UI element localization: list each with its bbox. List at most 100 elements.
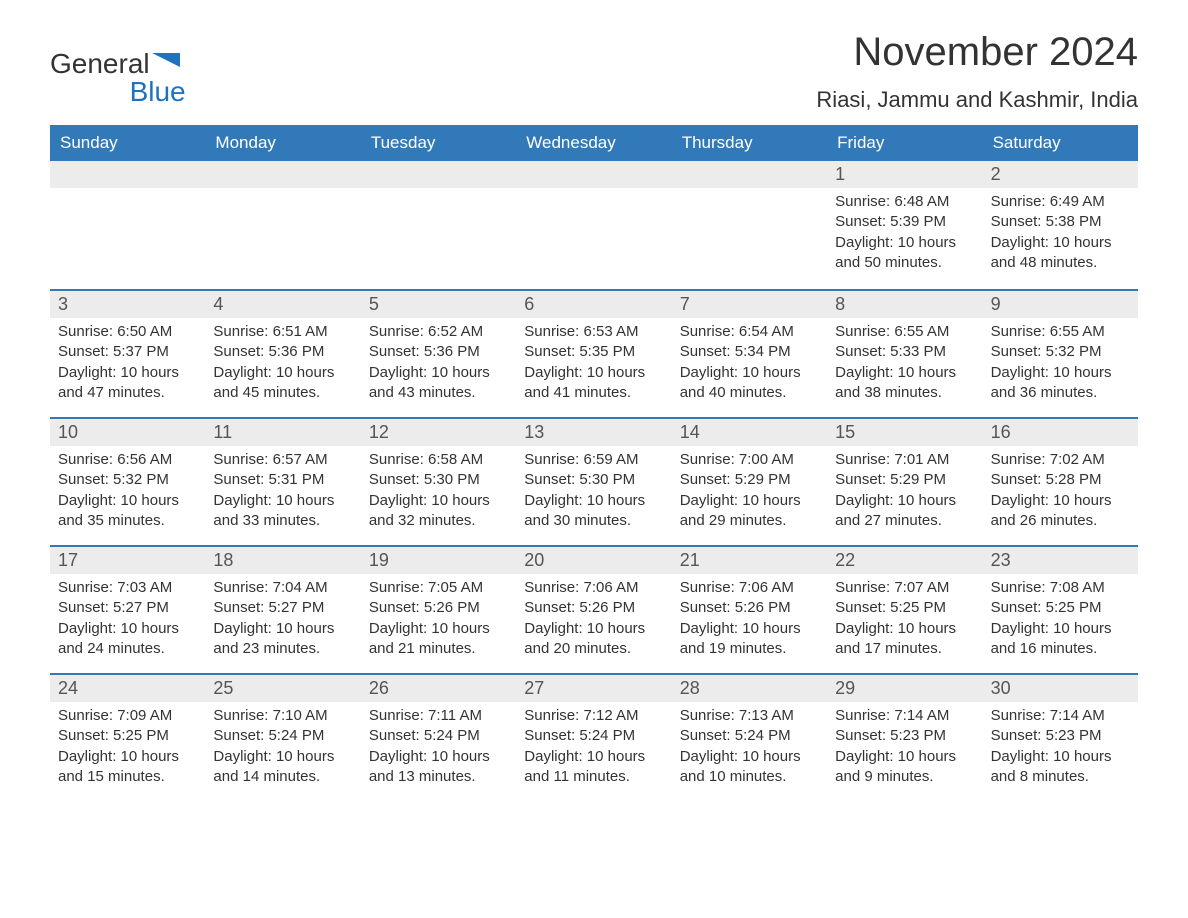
day-body: Sunrise: 6:48 AMSunset: 5:39 PMDaylight:… [827,188,982,283]
day-number: 11 [205,419,360,446]
daylight-text: Daylight: 10 hours and 38 minutes. [835,363,974,404]
week-row: 17Sunrise: 7:03 AMSunset: 5:27 PMDayligh… [50,545,1138,673]
sunrise-text: Sunrise: 7:08 AM [991,578,1130,598]
sunset-text: Sunset: 5:23 PM [991,726,1130,746]
day-cell: 5Sunrise: 6:52 AMSunset: 5:36 PMDaylight… [361,291,516,417]
sunset-text: Sunset: 5:28 PM [991,470,1130,490]
sunset-text: Sunset: 5:29 PM [680,470,819,490]
day-cell: 1Sunrise: 6:48 AMSunset: 5:39 PMDaylight… [827,161,982,289]
daylight-text: Daylight: 10 hours and 21 minutes. [369,619,508,660]
weekday-label: Sunday [50,125,205,161]
day-cell: 2Sunrise: 6:49 AMSunset: 5:38 PMDaylight… [983,161,1138,289]
sunset-text: Sunset: 5:25 PM [835,598,974,618]
weekday-label: Saturday [983,125,1138,161]
daylight-text: Daylight: 10 hours and 36 minutes. [991,363,1130,404]
day-cell: 9Sunrise: 6:55 AMSunset: 5:32 PMDaylight… [983,291,1138,417]
sunset-text: Sunset: 5:34 PM [680,342,819,362]
day-cell: 11Sunrise: 6:57 AMSunset: 5:31 PMDayligh… [205,419,360,545]
logo-word1: General [50,48,150,79]
day-body: Sunrise: 7:09 AMSunset: 5:25 PMDaylight:… [50,702,205,797]
day-cell: 27Sunrise: 7:12 AMSunset: 5:24 PMDayligh… [516,675,671,801]
day-body: Sunrise: 6:49 AMSunset: 5:38 PMDaylight:… [983,188,1138,283]
page-title: November 2024 [816,30,1138,75]
day-cell [50,161,205,289]
daylight-text: Daylight: 10 hours and 26 minutes. [991,491,1130,532]
day-number [50,161,205,188]
daylight-text: Daylight: 10 hours and 8 minutes. [991,747,1130,788]
daylight-text: Daylight: 10 hours and 40 minutes. [680,363,819,404]
sunrise-text: Sunrise: 7:14 AM [991,706,1130,726]
day-cell [361,161,516,289]
weeks-container: 1Sunrise: 6:48 AMSunset: 5:39 PMDaylight… [50,161,1138,801]
day-body: Sunrise: 6:56 AMSunset: 5:32 PMDaylight:… [50,446,205,541]
day-body: Sunrise: 7:12 AMSunset: 5:24 PMDaylight:… [516,702,671,797]
day-number: 2 [983,161,1138,188]
day-body: Sunrise: 7:13 AMSunset: 5:24 PMDaylight:… [672,702,827,797]
day-cell: 20Sunrise: 7:06 AMSunset: 5:26 PMDayligh… [516,547,671,673]
daylight-text: Daylight: 10 hours and 17 minutes. [835,619,974,660]
day-body: Sunrise: 7:08 AMSunset: 5:25 PMDaylight:… [983,574,1138,669]
day-body: Sunrise: 6:55 AMSunset: 5:33 PMDaylight:… [827,318,982,413]
sunset-text: Sunset: 5:36 PM [213,342,352,362]
day-body: Sunrise: 7:14 AMSunset: 5:23 PMDaylight:… [983,702,1138,797]
day-number: 15 [827,419,982,446]
sunrise-text: Sunrise: 7:13 AM [680,706,819,726]
day-number: 16 [983,419,1138,446]
day-number: 17 [50,547,205,574]
day-cell: 6Sunrise: 6:53 AMSunset: 5:35 PMDaylight… [516,291,671,417]
sunset-text: Sunset: 5:37 PM [58,342,197,362]
day-body: Sunrise: 7:04 AMSunset: 5:27 PMDaylight:… [205,574,360,669]
sunset-text: Sunset: 5:35 PM [524,342,663,362]
sunrise-text: Sunrise: 7:07 AM [835,578,974,598]
daylight-text: Daylight: 10 hours and 23 minutes. [213,619,352,660]
day-body: Sunrise: 6:55 AMSunset: 5:32 PMDaylight:… [983,318,1138,413]
day-cell: 13Sunrise: 6:59 AMSunset: 5:30 PMDayligh… [516,419,671,545]
day-cell: 26Sunrise: 7:11 AMSunset: 5:24 PMDayligh… [361,675,516,801]
day-body: Sunrise: 6:53 AMSunset: 5:35 PMDaylight:… [516,318,671,413]
sunset-text: Sunset: 5:32 PM [991,342,1130,362]
sunrise-text: Sunrise: 6:59 AM [524,450,663,470]
day-cell: 18Sunrise: 7:04 AMSunset: 5:27 PMDayligh… [205,547,360,673]
sunrise-text: Sunrise: 6:55 AM [835,322,974,342]
sunrise-text: Sunrise: 6:52 AM [369,322,508,342]
sunrise-text: Sunrise: 6:56 AM [58,450,197,470]
day-body: Sunrise: 7:14 AMSunset: 5:23 PMDaylight:… [827,702,982,797]
day-number: 4 [205,291,360,318]
day-cell: 14Sunrise: 7:00 AMSunset: 5:29 PMDayligh… [672,419,827,545]
day-cell: 15Sunrise: 7:01 AMSunset: 5:29 PMDayligh… [827,419,982,545]
calendar: Sunday Monday Tuesday Wednesday Thursday… [50,125,1138,801]
day-number [205,161,360,188]
day-number: 7 [672,291,827,318]
sunset-text: Sunset: 5:26 PM [369,598,508,618]
weekday-label: Friday [827,125,982,161]
daylight-text: Daylight: 10 hours and 15 minutes. [58,747,197,788]
daylight-text: Daylight: 10 hours and 11 minutes. [524,747,663,788]
day-cell [516,161,671,289]
daylight-text: Daylight: 10 hours and 35 minutes. [58,491,197,532]
day-body: Sunrise: 6:51 AMSunset: 5:36 PMDaylight:… [205,318,360,413]
day-number: 18 [205,547,360,574]
sunset-text: Sunset: 5:23 PM [835,726,974,746]
sunset-text: Sunset: 5:32 PM [58,470,197,490]
weekday-label: Thursday [672,125,827,161]
location: Riasi, Jammu and Kashmir, India [816,87,1138,113]
day-cell: 29Sunrise: 7:14 AMSunset: 5:23 PMDayligh… [827,675,982,801]
day-body: Sunrise: 7:06 AMSunset: 5:26 PMDaylight:… [516,574,671,669]
day-body: Sunrise: 7:06 AMSunset: 5:26 PMDaylight:… [672,574,827,669]
week-row: 3Sunrise: 6:50 AMSunset: 5:37 PMDaylight… [50,289,1138,417]
day-number: 14 [672,419,827,446]
sunrise-text: Sunrise: 7:05 AM [369,578,508,598]
day-body: Sunrise: 6:59 AMSunset: 5:30 PMDaylight:… [516,446,671,541]
day-cell: 10Sunrise: 6:56 AMSunset: 5:32 PMDayligh… [50,419,205,545]
title-block: November 2024 Riasi, Jammu and Kashmir, … [816,30,1138,113]
sunrise-text: Sunrise: 6:55 AM [991,322,1130,342]
week-row: 24Sunrise: 7:09 AMSunset: 5:25 PMDayligh… [50,673,1138,801]
sunrise-text: Sunrise: 6:57 AM [213,450,352,470]
sunset-text: Sunset: 5:25 PM [58,726,197,746]
day-cell: 3Sunrise: 6:50 AMSunset: 5:37 PMDaylight… [50,291,205,417]
daylight-text: Daylight: 10 hours and 9 minutes. [835,747,974,788]
day-body [50,188,205,202]
sunset-text: Sunset: 5:31 PM [213,470,352,490]
daylight-text: Daylight: 10 hours and 10 minutes. [680,747,819,788]
sunrise-text: Sunrise: 6:49 AM [991,192,1130,212]
